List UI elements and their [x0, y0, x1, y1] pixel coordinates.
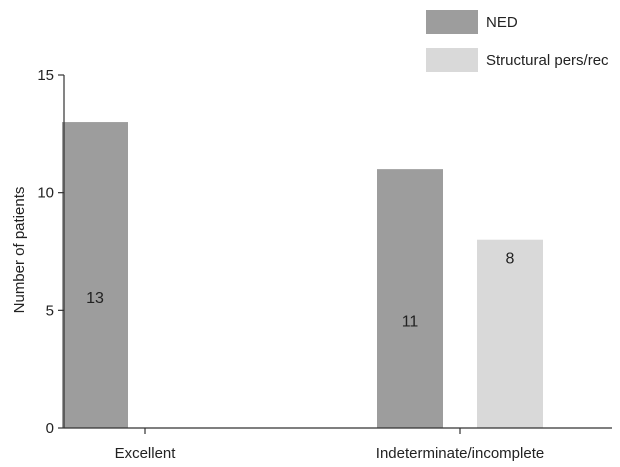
legend-swatch — [426, 10, 478, 34]
y-tick-label: 15 — [37, 67, 54, 84]
y-tick-label: 5 — [46, 302, 54, 319]
x-tick-label: Excellent — [115, 445, 177, 462]
x-tick-label: Indeterminate/incomplete — [376, 445, 544, 462]
legend-label: NED — [486, 14, 518, 31]
legend-label: Structural pers/rec — [486, 52, 609, 69]
y-axis-title: Number of patients — [11, 187, 28, 314]
bar — [477, 239, 543, 428]
bar — [377, 169, 443, 428]
bar — [62, 122, 128, 429]
bar-data-label: 11 — [402, 314, 419, 331]
x-ticks: Excellent Indeterminate/incomplete — [115, 428, 544, 462]
legend: NED Structural pers/rec — [426, 10, 609, 72]
legend-swatch — [426, 48, 478, 72]
y-tick-label: 0 — [46, 420, 54, 437]
bars: 13 11 8 — [62, 122, 543, 429]
y-ticks: 0 5 10 15 — [37, 67, 64, 437]
bar-data-label: 13 — [86, 290, 104, 307]
axes — [63, 75, 612, 429]
bar-data-label: 8 — [506, 251, 515, 268]
y-tick-label: 10 — [37, 185, 54, 202]
